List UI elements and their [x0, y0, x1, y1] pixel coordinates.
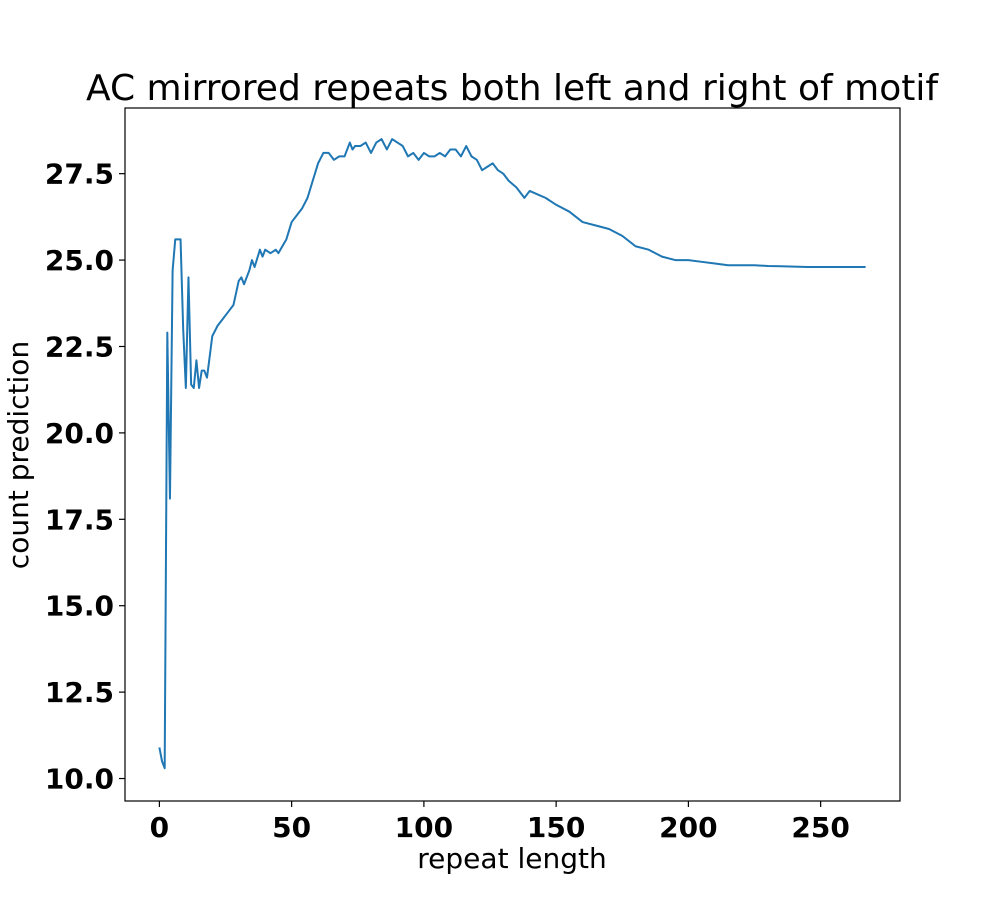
chart-title: AC mirrored repeats both left and right …	[86, 68, 939, 109]
y-axis-label: count prediction	[2, 341, 35, 569]
y-tick-label: 25.0	[45, 244, 114, 277]
x-axis-label: repeat length	[417, 842, 606, 875]
y-tick-label: 10.0	[45, 763, 114, 796]
x-axis: 0 50 100 150 200 250	[150, 801, 850, 844]
y-tick-label: 22.5	[45, 330, 114, 363]
y-axis: 10.0 12.5 15.0 17.5 20.0 22.5 25.0 27.5	[45, 158, 125, 796]
plot-area	[158, 138, 866, 770]
y-tick-label: 12.5	[45, 676, 114, 709]
x-tick-label: 200	[659, 811, 717, 844]
y-tick-label: 17.5	[45, 503, 114, 536]
y-tick-label: 20.0	[45, 417, 114, 450]
x-tick-label: 250	[791, 811, 849, 844]
series-line-1	[158, 138, 866, 770]
y-tick-label: 15.0	[45, 590, 114, 623]
axes-frame	[124, 107, 901, 802]
x-tick-label: 0	[150, 811, 169, 844]
x-tick-label: 100	[395, 811, 453, 844]
y-tick-label: 27.5	[45, 158, 114, 191]
x-tick-label: 150	[527, 811, 585, 844]
x-tick-label: 50	[272, 811, 311, 844]
